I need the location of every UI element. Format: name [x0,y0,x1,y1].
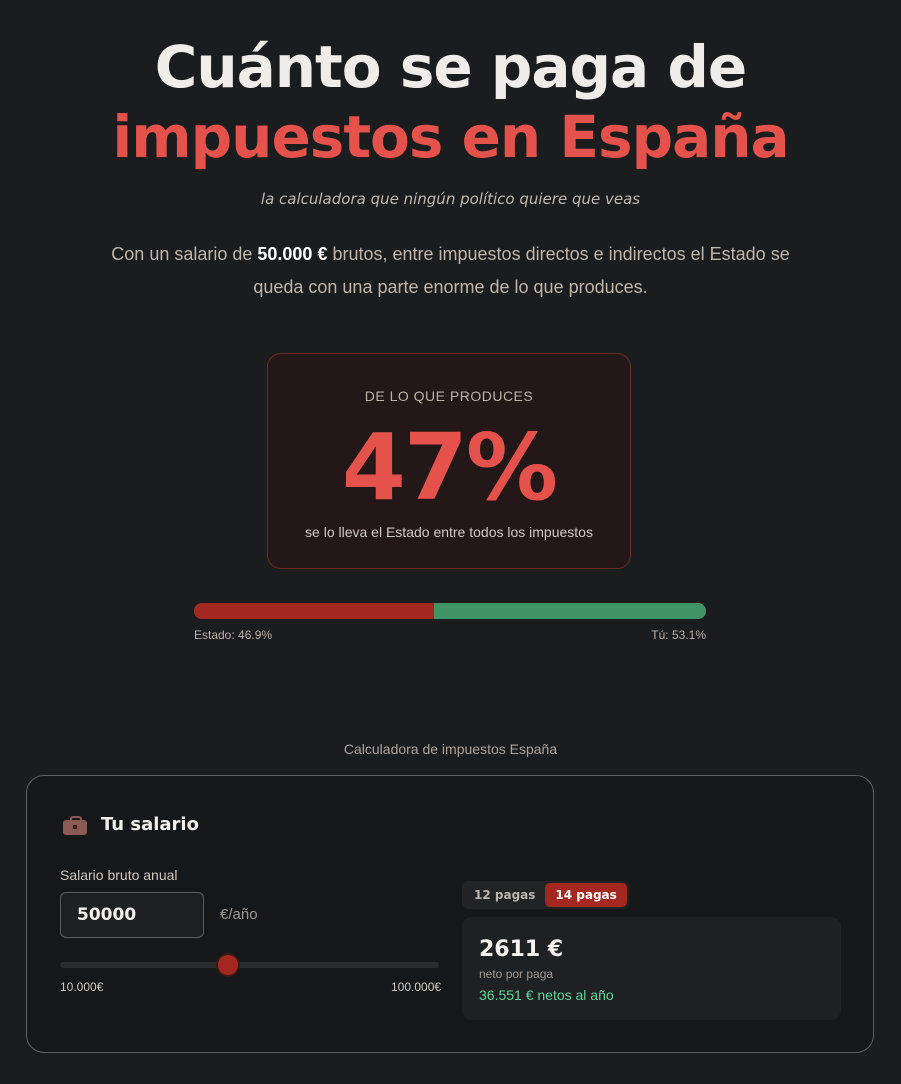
calculator-header: Tu salario [63,814,199,835]
state-share-segment [194,603,435,619]
stat-caption: se lo lleva el Estado entre todos los im… [305,524,593,540]
toggle-14-pagas[interactable]: 14 pagas [545,883,627,907]
intro-prefix: Con un salario de [111,244,258,264]
salary-field-label: Salario bruto anual [60,867,178,883]
net-per-payment-amount: 2611 € [479,937,564,962]
payments-toggle: 12 pagas 14 pagas [462,881,629,909]
calculator-title: Tu salario [101,814,199,835]
intro-salary: 50.000 € [257,244,328,264]
title-line-2: impuestos en España [112,103,789,171]
state-vs-you-bar [194,603,706,619]
salary-input[interactable] [60,892,204,938]
net-per-payment-label: neto por paga [479,967,554,981]
section-caption: Calculadora de impuestos España [343,741,558,757]
you-share-segment [434,603,706,619]
salary-slider-thumb[interactable] [218,955,239,975]
bar-labels: Estado: 46.9% Tú: 53.1% [194,628,706,642]
title-line-1: Cuánto se paga de [154,33,747,101]
intro-suffix: brutos, entre impuestos directos e indir… [253,244,790,297]
toggle-12-pagas[interactable]: 12 pagas [474,888,536,902]
calculator-card: Tu salario Salario bruto anual €/año 10.… [26,775,874,1053]
briefcase-icon [63,815,87,835]
intro-paragraph: Con un salario de 50.000 € brutos, entre… [101,238,801,304]
salary-unit: €/año [220,906,258,923]
you-share-label: Tú: 53.1% [651,628,706,642]
salary-slider[interactable] [60,955,439,975]
stat-value: 47% [341,414,558,521]
tax-percentage-card: DE LO QUE PRODUCES 47% se lo lleva el Es… [267,353,631,569]
stat-label: DE LO QUE PRODUCES [364,388,534,404]
slider-max-label: 100.000€ [391,980,442,994]
net-annual-amount: 36.551 € netos al año [479,987,614,1003]
result-box: 2611 € neto por paga 36.551 € netos al a… [462,917,841,1020]
subtitle: la calculadora que ningún político quier… [260,190,641,208]
hero: Cuánto se paga de impuestos en España la… [0,0,901,304]
state-share-label: Estado: 46.9% [194,628,273,642]
slider-min-label: 10.000€ [60,980,104,994]
